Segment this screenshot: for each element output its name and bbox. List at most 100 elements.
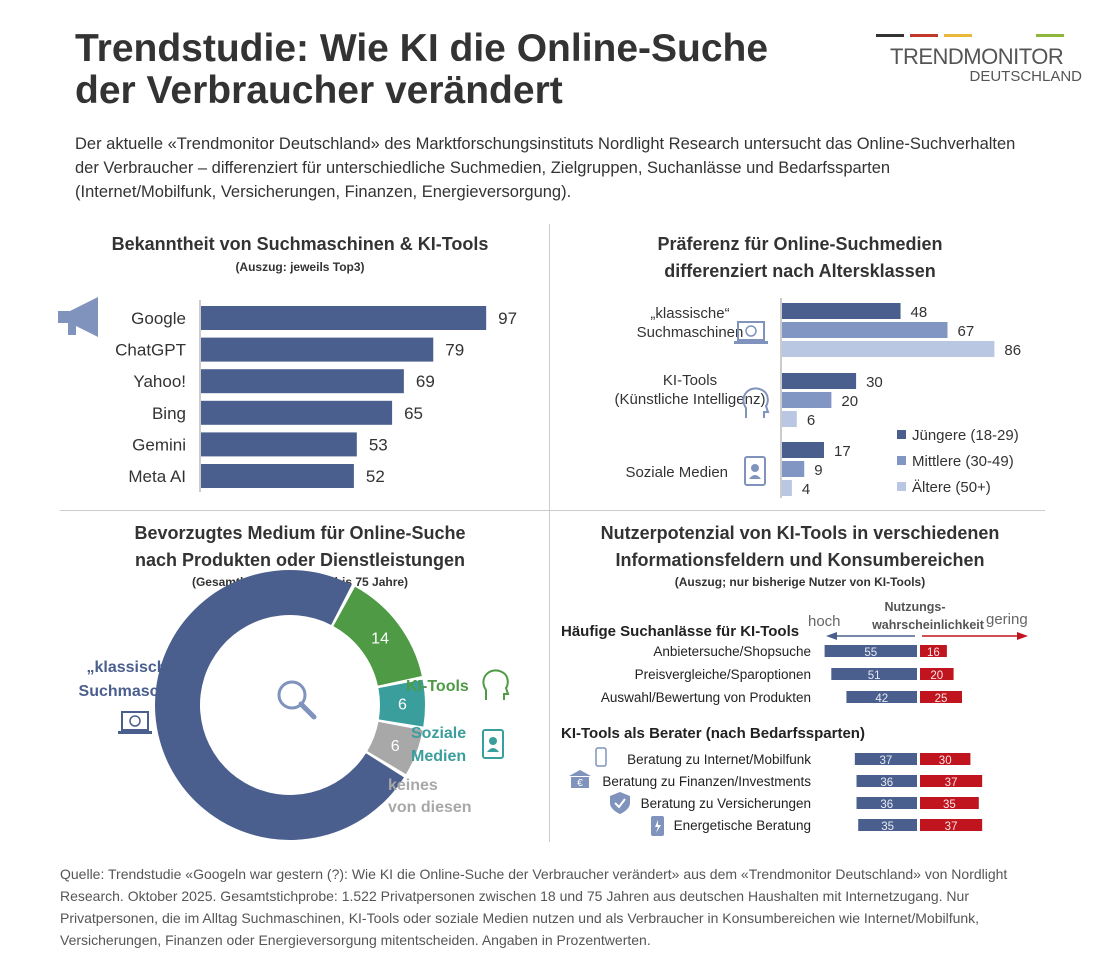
social-profile-icon bbox=[482, 729, 504, 759]
logo-line-1: TRENDMONITOR bbox=[890, 44, 1064, 69]
value-label: 48 bbox=[911, 304, 928, 321]
slice-value: 6 bbox=[391, 738, 400, 755]
slice-label: von diesen bbox=[388, 799, 472, 816]
value-gering: 20 bbox=[930, 670, 943, 682]
group-title: KI-Tools als Berater (nach Bedarfssparte… bbox=[561, 725, 865, 742]
group-title: Häufige Suchanlässe für KI-Tools bbox=[561, 623, 799, 640]
value-label: 53 bbox=[369, 435, 388, 454]
category-label: „klassische“ bbox=[650, 305, 729, 322]
legend-swatch bbox=[897, 482, 906, 491]
legend-label: Jüngere (18-29) bbox=[912, 427, 1019, 444]
logo-stripes bbox=[876, 34, 1086, 38]
bar bbox=[201, 369, 404, 394]
category-label: Yahoo! bbox=[133, 372, 186, 391]
axis-right-label: gering bbox=[986, 611, 1028, 628]
value-label: 17 bbox=[834, 443, 851, 460]
value-hoch: 35 bbox=[881, 821, 894, 833]
smartphone-icon bbox=[595, 747, 607, 767]
panel4-title: Nutzerpotenzial von KI-Tools in verschie… bbox=[560, 520, 1040, 574]
bar-hoch bbox=[846, 691, 917, 703]
value-label: 97 bbox=[498, 309, 517, 328]
value-label: 30 bbox=[866, 374, 883, 391]
category-label: Gemini bbox=[132, 435, 186, 454]
value-gering: 35 bbox=[943, 799, 956, 811]
battery-icon bbox=[651, 816, 664, 836]
value-label: 6 bbox=[807, 412, 815, 429]
panel4-subtitle: (Auszug; nur bisherige Nutzer von KI-Too… bbox=[674, 575, 926, 589]
value-label: 4 bbox=[802, 481, 810, 498]
legend-label: Mittlere (30-49) bbox=[912, 453, 1014, 470]
value-label: 67 bbox=[957, 323, 974, 340]
bar bbox=[201, 337, 434, 362]
laptop-globe-icon bbox=[734, 321, 768, 344]
bar bbox=[201, 464, 354, 488]
value-label: 86 bbox=[1004, 342, 1021, 359]
panel3-title: Bevorzugtes Medium für Online-Suche nach … bbox=[60, 520, 540, 574]
logo-stripe bbox=[944, 34, 972, 37]
svg-text:€: € bbox=[577, 778, 583, 789]
legend-label: Ältere (50+) bbox=[912, 479, 991, 496]
row-label: Preisvergleiche/Sparoptionen bbox=[635, 667, 811, 682]
panel1-title: Bekanntheit von Suchmaschinen & KI-Tools bbox=[111, 234, 489, 254]
panel4-title-line1: Nutzerpotenzial von KI-Tools in verschie… bbox=[600, 523, 1000, 543]
value-hoch: 42 bbox=[875, 693, 888, 705]
megaphone-icon bbox=[58, 297, 98, 337]
bank-euro-icon: € bbox=[569, 770, 591, 789]
slice-label: Soziale bbox=[411, 725, 466, 742]
magnifier-icon bbox=[277, 680, 317, 720]
row-label: Beratung zu Internet/Mobilfunk bbox=[627, 752, 811, 767]
panel1-subtitle: (Auszug: jeweils Top3) bbox=[235, 260, 365, 274]
value-gering: 25 bbox=[935, 693, 948, 705]
arrow-right-head bbox=[1017, 632, 1028, 640]
category-label: Soziale Medien bbox=[625, 464, 728, 481]
page-title: Trendstudie: Wie KI die Online-Suche der … bbox=[75, 28, 768, 112]
title-line-2: der Verbraucher verändert bbox=[75, 69, 563, 112]
value-hoch: 55 bbox=[864, 647, 877, 659]
shield-check-icon bbox=[610, 792, 630, 814]
bar bbox=[201, 432, 357, 457]
logo-stripe bbox=[910, 34, 938, 37]
row-label: Auswahl/Bewertung von Produkten bbox=[601, 690, 811, 705]
ai-head-icon bbox=[742, 387, 770, 418]
axis-label: Nutzungs- bbox=[884, 600, 945, 614]
bar bbox=[201, 400, 393, 425]
category-label: Meta AI bbox=[128, 467, 186, 486]
arrow-left-head bbox=[826, 632, 837, 640]
panel2-title-line2: differenziert nach Altersklassen bbox=[664, 261, 936, 281]
axis-left-label: hoch bbox=[808, 613, 841, 630]
bar bbox=[782, 341, 995, 357]
social-profile-icon bbox=[744, 456, 766, 486]
bar bbox=[782, 461, 805, 477]
donut-slice bbox=[155, 570, 404, 841]
ai-head-icon bbox=[482, 669, 510, 700]
category-label: KI-Tools bbox=[663, 372, 717, 389]
bar bbox=[782, 303, 901, 319]
donut-slice bbox=[333, 586, 422, 686]
legend-swatch bbox=[897, 430, 906, 439]
legend-swatch bbox=[897, 456, 906, 465]
category-label: ChatGPT bbox=[115, 341, 186, 360]
category-label: (Künstliche Intelligenz) bbox=[615, 391, 766, 408]
bar-gering bbox=[920, 753, 971, 765]
bar-gering bbox=[920, 819, 983, 831]
category-label: Suchmaschinen bbox=[637, 324, 744, 341]
slice-value: 14 bbox=[371, 631, 389, 648]
value-label: 52 bbox=[366, 467, 385, 486]
vertical-divider bbox=[549, 224, 550, 842]
horizontal-divider bbox=[60, 510, 1045, 511]
category-label: Bing bbox=[152, 404, 186, 423]
value-hoch: 36 bbox=[880, 777, 893, 789]
bar-gering bbox=[920, 797, 979, 809]
category-label: Google bbox=[131, 309, 186, 328]
logo-line-2: DEUTSCHLAND bbox=[969, 68, 1082, 85]
bar-gering bbox=[920, 691, 962, 703]
bar-hoch bbox=[858, 819, 917, 831]
donut-slice bbox=[367, 721, 423, 775]
row-label: Energetische Beratung bbox=[674, 818, 811, 833]
panel2-title-line1: Präferenz für Online-Suchmedien bbox=[657, 234, 943, 254]
value-gering: 16 bbox=[927, 647, 940, 659]
panel4-title-line2: Informationsfeldern und Konsumbereichen bbox=[615, 550, 985, 570]
value-label: 65 bbox=[404, 404, 423, 423]
